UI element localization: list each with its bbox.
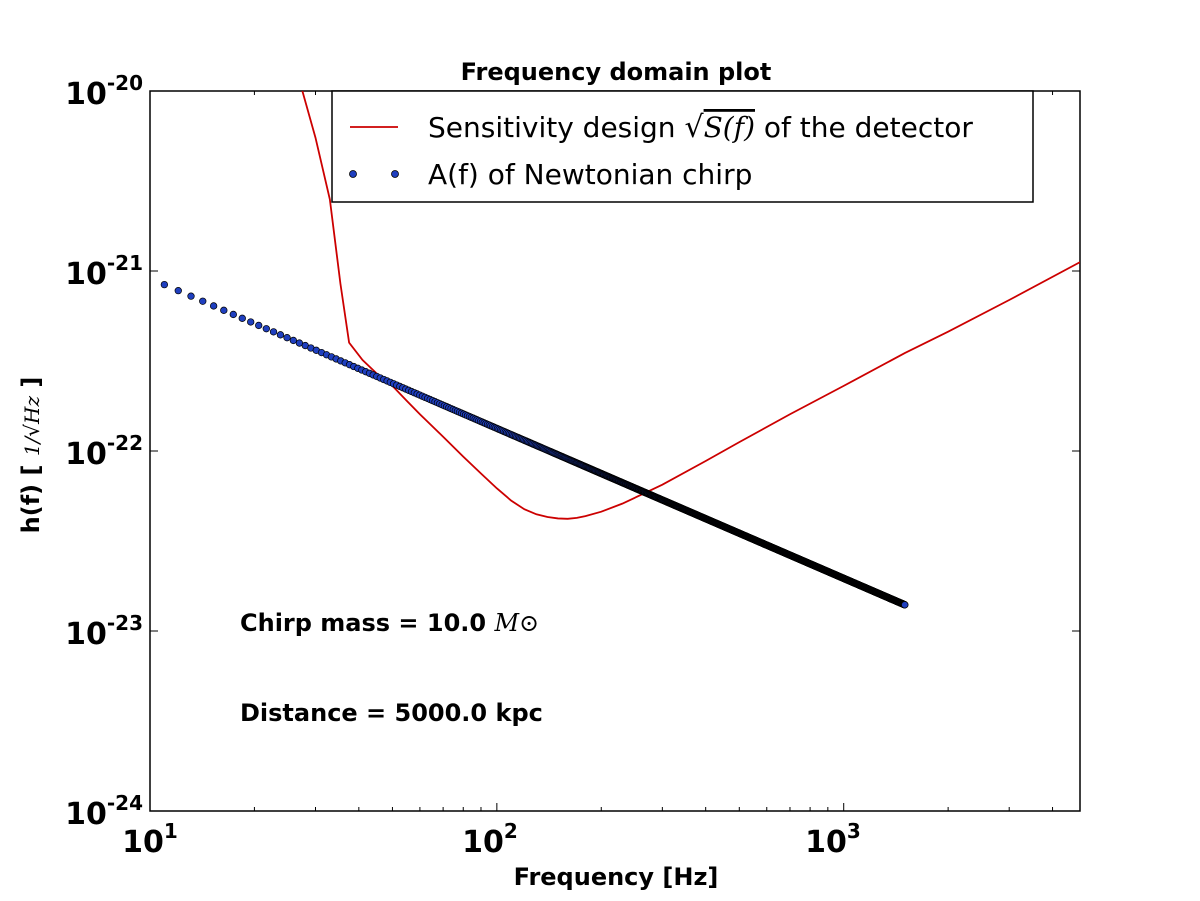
x-tick-labels: 101 102 103 <box>122 819 861 860</box>
y-tick-label-minus24: 10-24 <box>65 791 143 832</box>
y-tick-label-minus20: 10-20 <box>65 71 143 112</box>
series-chirp-points <box>160 280 909 609</box>
chirp-data-point <box>187 292 195 300</box>
legend-box <box>331 90 1034 203</box>
x-tick-label-2: 102 <box>462 819 518 860</box>
chirp-data-point <box>174 287 182 295</box>
x-tick-label-3: 103 <box>805 819 861 860</box>
sqrt-symbol: √ <box>684 110 704 145</box>
y-axis-label: h(f) [ 1/√Hz ] <box>17 377 45 534</box>
chirp-data-point <box>255 321 263 330</box>
legend-label-sensitivity: Sensitivity design √S(f) of the detector <box>428 110 973 145</box>
legend-dot-marker <box>349 170 357 178</box>
x-tick-label-1: 101 <box>122 819 178 860</box>
y-tick-labels: 10-24 10-23 10-22 10-21 10-20 <box>65 71 143 832</box>
y-tick-label-minus23: 10-23 <box>65 611 143 652</box>
chirp-data-point <box>289 336 298 345</box>
chirp-data-point <box>262 325 270 333</box>
legend-dot-marker <box>391 170 399 178</box>
chirp-data-point <box>276 331 285 339</box>
annotation-chirp-mass: Chirp mass = 10.0 M⊙ <box>240 609 539 637</box>
annotation-distance: Distance = 5000.0 kpc <box>240 699 543 727</box>
y-tick-label-minus22: 10-22 <box>65 431 143 472</box>
chirp-data-point <box>901 601 909 609</box>
chirp-data-point <box>229 310 237 319</box>
legend-math-sf: S(f) <box>704 111 755 144</box>
chirp-data-point <box>247 318 255 326</box>
y-axis-unit: 1/√Hz <box>20 396 44 457</box>
series-sensitivity-line <box>301 91 1080 520</box>
chirp-data-point <box>220 306 228 314</box>
chirp-data-point <box>238 314 246 322</box>
y-tick-label-minus21: 10-21 <box>65 251 143 292</box>
solar-mass-symbol: M⊙ <box>493 609 539 637</box>
x-axis-label: Frequency [Hz] <box>514 863 719 891</box>
chirp-data-point <box>160 280 169 289</box>
chart-title: Frequency domain plot <box>461 58 772 86</box>
legend: Sensitivity design √S(f) of the detector… <box>331 90 1034 203</box>
chirp-data-point <box>199 297 207 305</box>
chirp-data-point <box>269 328 278 336</box>
plot-area <box>160 91 1080 609</box>
legend-label-chirp: A(f) of Newtonian chirp <box>428 158 752 191</box>
chirp-data-point <box>209 302 218 310</box>
chirp-data-point <box>283 334 291 342</box>
